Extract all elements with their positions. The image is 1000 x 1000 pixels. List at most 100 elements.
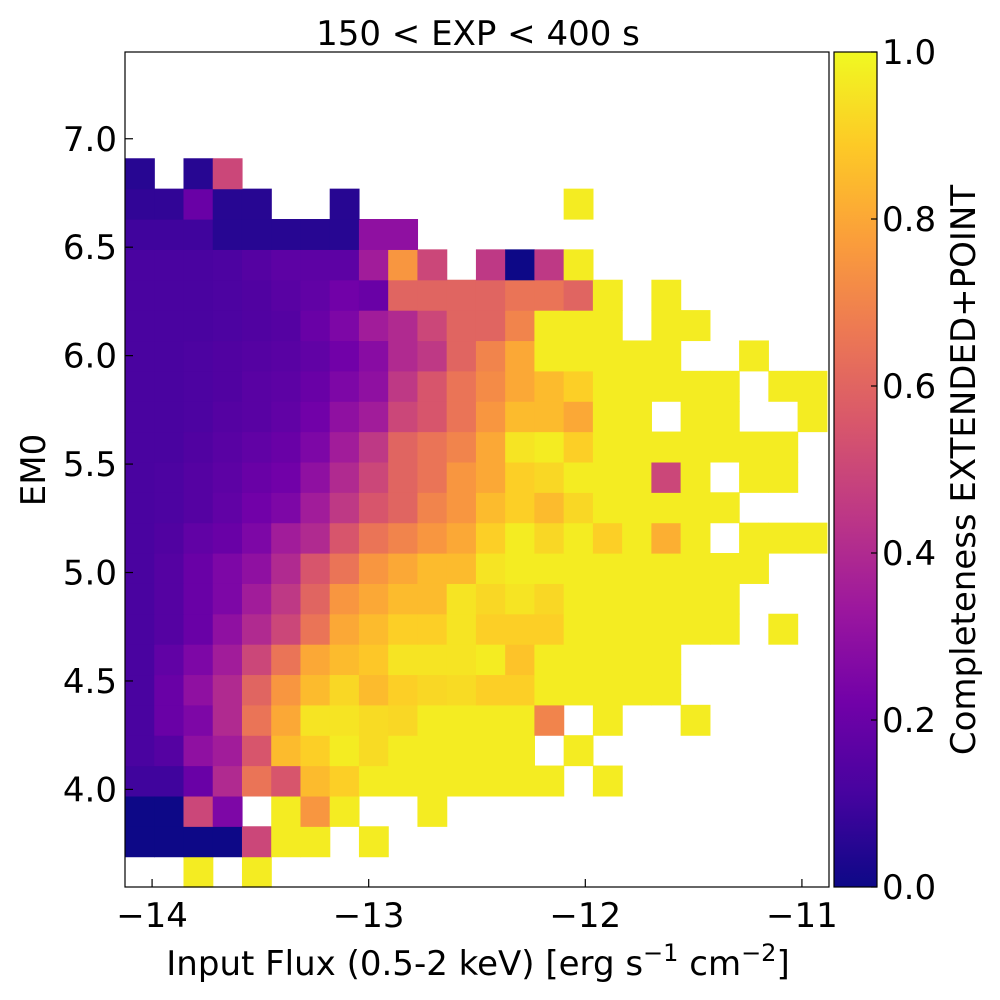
- heatmap-cell: [271, 765, 302, 797]
- heatmap-cell: [183, 370, 214, 402]
- heatmap-cell: [388, 219, 419, 250]
- heatmap-cell: [241, 674, 272, 706]
- heatmap-cell: [271, 613, 302, 645]
- heatmap-cell: [505, 279, 535, 311]
- heatmap-cell: [358, 522, 389, 554]
- heatmap-cell: [446, 492, 477, 524]
- heatmap-cell: [329, 401, 360, 433]
- heatmap-cell: [417, 735, 448, 767]
- heatmap-cell: [271, 522, 302, 554]
- heatmap-cell: [125, 613, 155, 645]
- heatmap-cell: [300, 704, 331, 736]
- heatmap-cell: [212, 188, 243, 220]
- heatmap-cell: [417, 370, 448, 402]
- heatmap-cell: [651, 431, 682, 463]
- heatmap-cell: [358, 826, 389, 858]
- heatmap-cell: [534, 461, 565, 493]
- heatmap-cell: [358, 765, 389, 797]
- heatmap-cell: [739, 522, 769, 554]
- heatmap-cell: [417, 674, 448, 706]
- heatmap-cell: [125, 826, 155, 858]
- heatmap-cell: [358, 704, 389, 736]
- heatmap-cell: [329, 704, 360, 736]
- heatmap-cell: [358, 310, 389, 342]
- heatmap-cell: [475, 613, 506, 645]
- heatmap-cell: [388, 492, 419, 524]
- heatmap-cell: [358, 279, 389, 311]
- heatmap-cell: [651, 370, 682, 402]
- heatmap-cell: [241, 644, 272, 676]
- heatmap-cell: [709, 401, 740, 433]
- heatmap-cell: [300, 613, 331, 645]
- heatmap-cell: [417, 765, 448, 797]
- heatmap-cell: [241, 553, 272, 584]
- heatmap-cell: [505, 765, 535, 797]
- heatmap-cell: [154, 370, 185, 402]
- heatmap-cell: [212, 431, 243, 463]
- heatmap-cell: [329, 553, 360, 584]
- heatmap-cell: [651, 674, 682, 706]
- heatmap-cell: [212, 249, 243, 281]
- heatmap-cell: [154, 279, 185, 311]
- heatmap-cell: [271, 310, 302, 342]
- heatmap-cell: [563, 492, 594, 524]
- heatmap-cell: [300, 795, 331, 827]
- heatmap-cell: [300, 492, 331, 524]
- heatmap-cell: [183, 765, 214, 797]
- heatmap-cell: [768, 370, 799, 402]
- heatmap-cell: [329, 340, 360, 372]
- heatmap-cell: [534, 553, 565, 584]
- heatmap-cell: [651, 522, 682, 554]
- heatmap-cell: [300, 765, 331, 797]
- heatmap-cell: [505, 674, 535, 706]
- x-axis-label-mid: cm: [678, 944, 741, 984]
- heatmap-cell: [505, 522, 535, 554]
- heatmap-cell: [680, 310, 711, 342]
- heatmap-cell: [212, 492, 243, 524]
- heatmap-cell: [125, 522, 155, 554]
- heatmap-cell: [125, 461, 155, 493]
- heatmap-cell: [505, 735, 535, 767]
- heatmap-cell: [563, 340, 594, 372]
- heatmap-cell: [797, 401, 828, 433]
- heatmap-cell: [622, 583, 652, 615]
- heatmap-cell: [592, 431, 623, 463]
- heatmap-cell: [154, 674, 185, 706]
- heatmap-cell: [534, 249, 565, 281]
- x-tick-label: −11: [766, 896, 838, 936]
- heatmap-cell: [651, 492, 682, 524]
- heatmap-cell: [125, 644, 155, 676]
- heatmap-cell: [300, 401, 331, 433]
- y-tick-label: 6.5: [63, 228, 117, 268]
- heatmap-cell: [592, 613, 623, 645]
- heatmap-cell: [563, 553, 594, 584]
- heatmap-cell: [446, 279, 477, 311]
- heatmap-cell: [125, 674, 155, 706]
- heatmap-cell: [475, 735, 506, 767]
- heatmap-cell: [739, 340, 769, 372]
- heatmap-cell: [505, 492, 535, 524]
- heatmap-cell: [358, 735, 389, 767]
- heatmap-cell: [212, 735, 243, 767]
- heatmap-cell: [183, 401, 214, 433]
- heatmap-cell: [154, 613, 185, 645]
- colorbar-tick-label: 0.0: [882, 868, 936, 908]
- heatmap-cell: [592, 765, 623, 797]
- heatmap-cell: [534, 583, 565, 615]
- heatmap-cell: [446, 310, 477, 342]
- heatmap-cell: [475, 249, 506, 281]
- heatmap-cell: [680, 522, 711, 554]
- heatmap-cell: [154, 461, 185, 493]
- heatmap-cell: [622, 553, 652, 584]
- heatmap-cell: [709, 583, 740, 615]
- heatmap-cell: [709, 553, 740, 584]
- heatmap-cell: [271, 583, 302, 615]
- heatmap-cell: [154, 431, 185, 463]
- heatmap-cell: [388, 461, 419, 493]
- heatmap-cell: [505, 431, 535, 463]
- heatmap-cell: [358, 370, 389, 402]
- heatmap-cell: [358, 613, 389, 645]
- heatmap-cell: [388, 674, 419, 706]
- heatmap-cell: [154, 553, 185, 584]
